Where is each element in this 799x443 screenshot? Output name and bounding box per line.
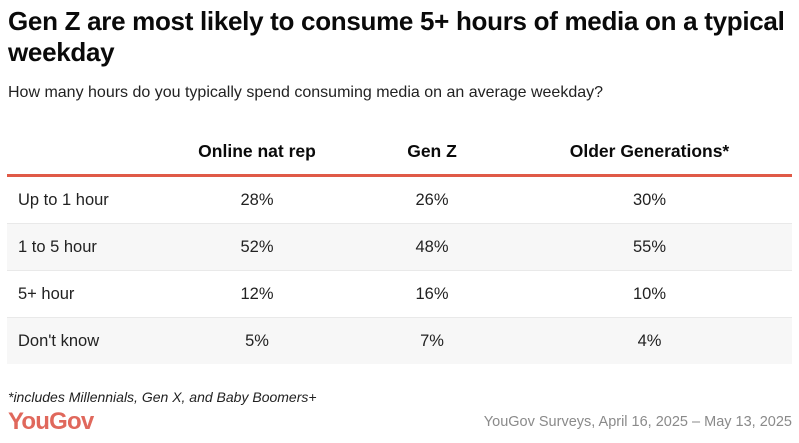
table-cell: 26% <box>415 190 449 209</box>
table-row: Up to 1 hour 28% 26% 30% <box>7 176 792 224</box>
row-label: Don't know <box>7 317 157 364</box>
table-cell: 28% <box>240 190 274 209</box>
table-row: 1 to 5 hour 52% 48% 55% <box>7 223 792 271</box>
table-cell: 55% <box>507 223 792 271</box>
table-cell: 7% <box>357 317 507 364</box>
table-cell: 52% <box>157 223 357 271</box>
column-header: Online nat rep <box>157 128 357 177</box>
row-label: 1 to 5 hour <box>7 223 157 271</box>
row-label: Up to 1 hour <box>18 190 109 209</box>
row-label: 5+ hour <box>7 270 157 318</box>
chart-title: Gen Z are most likely to consume 5+ hour… <box>8 6 785 67</box>
table-cell: 5% <box>157 317 357 364</box>
header-row: Online nat rep Gen Z Older Generations* <box>7 128 792 177</box>
source-note: YouGov Surveys, April 16, 2025 – May 13,… <box>483 414 792 430</box>
column-header: Gen Z <box>357 128 507 177</box>
table-cell: 16% <box>357 270 507 318</box>
chart-subtitle: How many hours do you typically spend co… <box>8 84 604 101</box>
table-cell: 48% <box>357 223 507 271</box>
table-row: 5+ hour 12% 16% 10% <box>7 270 792 318</box>
column-header <box>7 128 157 177</box>
table-row: Don't know 5% 7% 4% <box>7 317 792 364</box>
table-cell: 10% <box>507 270 792 318</box>
footnote: *includes Millennials, Gen X, and Baby B… <box>8 389 317 405</box>
yougov-logo: YouGov <box>8 408 94 435</box>
data-table: Online nat rep Gen Z Older Generations* … <box>7 128 792 364</box>
table-cell: 12% <box>157 270 357 318</box>
table-cell: 4% <box>507 317 792 364</box>
table-cell: 30% <box>632 190 667 209</box>
column-header: Older Generations* <box>507 128 792 177</box>
